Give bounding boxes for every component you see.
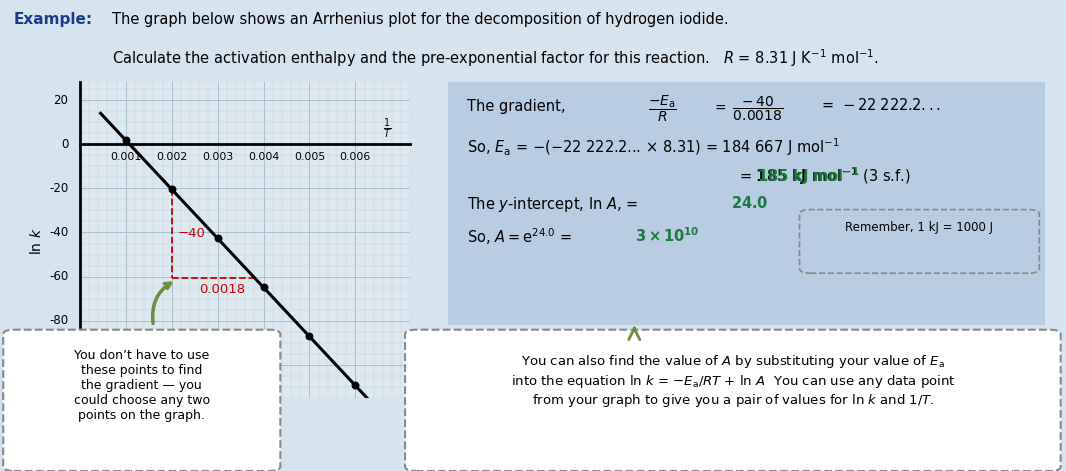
- Text: So, $A = \mathrm{e}^{24.0}$ =: So, $A = \mathrm{e}^{24.0}$ =: [467, 226, 574, 247]
- Text: $\bf{24.0}$: $\bf{24.0}$: [731, 195, 769, 211]
- Text: $\bf{185\ kJ\ mol^{-1}}$: $\bf{185\ kJ\ mol^{-1}}$: [757, 165, 859, 187]
- Text: 0.001: 0.001: [110, 152, 142, 162]
- Text: 0.004: 0.004: [248, 152, 279, 162]
- Text: 20: 20: [53, 94, 68, 106]
- Text: You don’t have to use
these points to find
the gradient — you
could choose any t: You don’t have to use these points to fi…: [74, 349, 210, 422]
- Text: You can also find the value of $A$ by substituting your value of $E_\mathrm{a}$
: You can also find the value of $A$ by su…: [511, 353, 955, 409]
- Point: [209, 235, 226, 242]
- Text: 0: 0: [61, 138, 68, 151]
- Text: -40: -40: [49, 226, 68, 239]
- Text: $=\,-22\;222.2...$: $=\,-22\;222.2...$: [819, 97, 941, 113]
- Point: [301, 333, 318, 340]
- Point: [255, 284, 272, 291]
- Text: The graph below shows an Arrhenius plot for the decomposition of hydrogen iodide: The graph below shows an Arrhenius plot …: [112, 12, 728, 27]
- Text: $=\;\dfrac{-\,40}{0.0018}$: $=\;\dfrac{-\,40}{0.0018}$: [712, 94, 784, 122]
- Text: 0.002: 0.002: [156, 152, 188, 162]
- Text: 0.003: 0.003: [203, 152, 233, 162]
- Text: Calculate the activation enthalpy and the pre-exponential factor for this reacti: Calculate the activation enthalpy and th…: [112, 47, 878, 69]
- Point: [117, 137, 134, 144]
- Text: -20: -20: [49, 182, 68, 195]
- Text: $\frac{1}{T}$: $\frac{1}{T}$: [383, 116, 391, 141]
- Text: ln $k$: ln $k$: [29, 227, 44, 255]
- Text: 0.006: 0.006: [340, 152, 371, 162]
- Text: $\dfrac{-E_\mathrm{a}}{R}$: $\dfrac{-E_\mathrm{a}}{R}$: [648, 93, 677, 123]
- Text: 0.0018: 0.0018: [199, 283, 245, 296]
- Text: So, $E_\mathrm{a}$ = $-$($-$22 222.2... × 8.31) = 184 667 J mol$^{-1}$: So, $E_\mathrm{a}$ = $-$($-$22 222.2... …: [467, 137, 839, 158]
- Text: -80: -80: [49, 314, 68, 327]
- Point: [163, 186, 180, 193]
- Text: 0.005: 0.005: [294, 152, 325, 162]
- Text: -100: -100: [42, 358, 68, 372]
- Text: The gradient,: The gradient,: [467, 99, 565, 114]
- Text: The $y$-intercept, ln $A$, =: The $y$-intercept, ln $A$, =: [467, 195, 640, 214]
- Text: $\bf{3 \times 10^{10}}$: $\bf{3 \times 10^{10}}$: [635, 226, 699, 245]
- Text: Example:: Example:: [14, 12, 93, 27]
- Text: = $\bf{185\ kJ\ mol^{-1}}$ (3 s.f.): = $\bf{185\ kJ\ mol^{-1}}$ (3 s.f.): [739, 165, 910, 187]
- Text: −40: −40: [177, 227, 205, 240]
- Text: -60: -60: [49, 270, 68, 283]
- Text: Remember, 1 kJ = 1000 J: Remember, 1 kJ = 1000 J: [845, 221, 994, 235]
- Point: [346, 382, 364, 389]
